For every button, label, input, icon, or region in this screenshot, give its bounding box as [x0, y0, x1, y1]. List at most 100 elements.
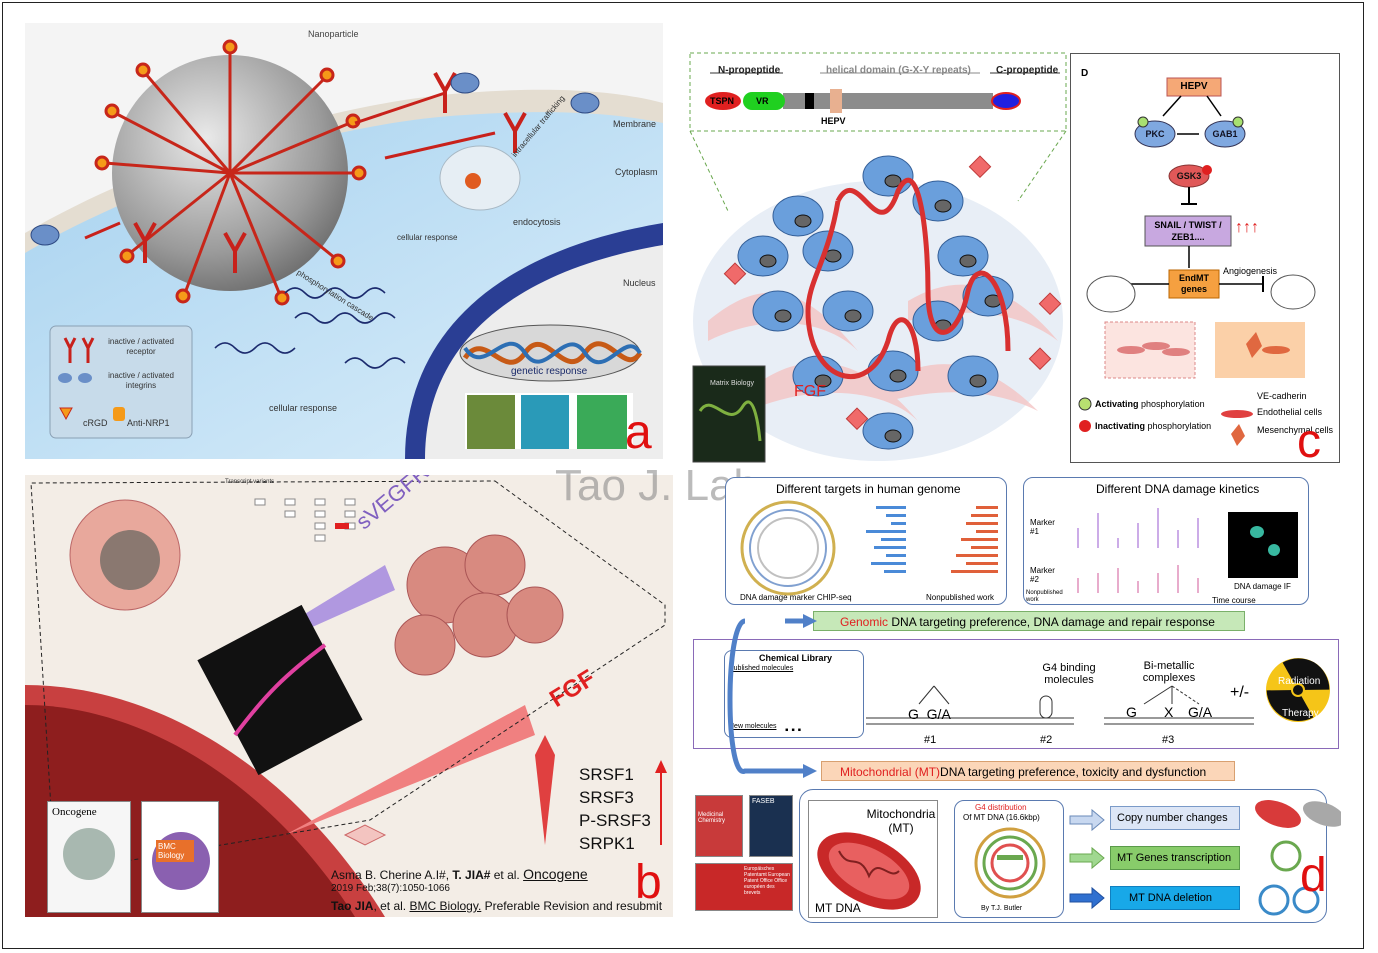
srsf1-label: SRSF1 [579, 765, 634, 784]
flow-arrows [727, 614, 817, 778]
bimetal-ga-label: G/A [1188, 704, 1213, 720]
bmc-cover-title: BMC Biology [156, 840, 194, 862]
endocytosis-label: endocytosis [513, 217, 561, 227]
chip-seq-label: DNA damage marker CHIP-seq [740, 593, 852, 602]
vr-label: VR [756, 96, 769, 106]
hepv-domain-label: HEPV [821, 116, 846, 126]
copy-number-box: Copy number changes [1110, 806, 1240, 830]
bimetal-x-label: X [1164, 704, 1174, 720]
cellular-response-top-label: cellular response [397, 233, 458, 242]
activating-bold: Activating [1095, 399, 1139, 409]
inactivating-bold: Inactivating [1095, 421, 1146, 431]
bimetallic-label: Bi-metallic complexes [1142, 660, 1196, 684]
tspn-label: TSPN [710, 96, 735, 106]
patent-office-text: Europäisches Patentamt European Patent O… [744, 866, 790, 896]
mito-rest: DNA targeting preference, toxicity and d… [940, 765, 1207, 779]
targets-title: Different targets in human genome [776, 482, 961, 496]
helical-domain-label: helical domain (G-X-Y repeats) [826, 65, 971, 76]
citation-1-journal: Oncogene [523, 866, 588, 882]
g4-distribution-box: G4 distribution Of MT DNA (16.6kbp) By T… [954, 800, 1064, 918]
endothelial-legend: Endothelial cells [1257, 407, 1323, 417]
citation-1: Asma B. Cherine A.I#, T. JIA# et al. Onc… [331, 866, 588, 882]
genomic-red: Genomic [840, 615, 889, 629]
radiation-label: Radiation [1278, 676, 1321, 687]
cellular-response-bottom-label: cellular response [269, 403, 338, 413]
g4-binding-label: G4 binding molecules [1042, 662, 1096, 686]
mitochondria-label: Mitochondria (MT) [866, 807, 936, 835]
panel-b: Transcript variants sVEGFR1 FGF SRSF1 SR… [25, 475, 673, 917]
new-molecules-label: New molecules [729, 723, 777, 730]
panel-b-letter: b [635, 856, 662, 909]
mito-bar: Mitochondrial (MT)DNA targeting preferen… [821, 761, 1235, 781]
chemistry-row: Chemical Library Published molecules New… [693, 639, 1339, 749]
mt-transcription-box: MT Genes transcription [1110, 846, 1240, 870]
published-molecules-label: Published molecules [729, 665, 794, 672]
butler-label: By T.J. Butler [981, 905, 1023, 912]
marker2-label: Marker #2 [1030, 566, 1055, 584]
legend-crgd-label: cRGD [83, 418, 108, 428]
n1-label: #1 [924, 734, 937, 746]
legend-anti-nrp1-label: Anti-NRP1 [127, 418, 170, 428]
panel-a-letter: a [625, 406, 652, 459]
therapy-label: Therapy [1282, 708, 1319, 719]
citation-1-ref: 2019 Feb;38(7):1050-1066 [331, 883, 450, 894]
g4-distribution-sub: Of MT DNA (16.6kbp) [963, 813, 1040, 822]
patent-office-logo: Europäisches Patentamt European Patent O… [695, 863, 793, 911]
bmc-biology-cover: BMC Biology [141, 801, 219, 913]
plus-minus-label: +/- [1230, 684, 1250, 701]
g4-circos [974, 827, 1046, 899]
mitochondria-graphic [817, 832, 921, 910]
mt-dna-label: MT DNA [815, 901, 861, 915]
time-course-label: Time course [1212, 596, 1256, 605]
g4-distribution-title: G4 distribution [975, 803, 1027, 812]
pkc-node: PKC [1145, 129, 1165, 139]
mt-arrows [1069, 808, 1105, 910]
hepv-node: HEPV [1180, 81, 1208, 92]
transcript-variants-label: Transcript variants [225, 479, 275, 485]
medchem-cover: Medicinal Chemistry [695, 795, 743, 857]
chemistry-graphics [866, 658, 1330, 725]
panel-a-illustration [25, 23, 663, 459]
mt-deletion-label: MT DNA deletion [1129, 892, 1212, 904]
mt-outcomes-graphic [1255, 800, 1341, 916]
chemical-library-title: Chemical Library [759, 653, 833, 663]
citation-2-etal: , et al. [373, 899, 410, 913]
kinetics-violins [1077, 508, 1199, 593]
nanoparticle-label: Nanoparticle [308, 29, 359, 39]
activating-rest: phosphorylation [1141, 399, 1205, 409]
legend-integrins-label: inactive / activated integrins [108, 371, 174, 390]
nonpub-work-label: Nonpublished work [1026, 590, 1063, 603]
mt-box: Mitochondria (MT) MT DNA G4 distribution… [799, 789, 1341, 923]
citation-1-bold: T. JIA# [452, 868, 491, 882]
kinetics-box: Different DNA damage kinetics Marker #1 … [1023, 477, 1309, 605]
upregulation-arrows: ↑↑↑ [1235, 219, 1259, 236]
faseb-cover-title: FASEB [752, 798, 775, 805]
matrix-biology-cover: Matrix Biology [710, 380, 754, 387]
membrane-label: Membrane [613, 119, 657, 129]
panel-a: Nanoparticle Membrane Cytoplasm Nucleus … [25, 23, 663, 459]
endmt-node: EndMT genes [1179, 273, 1209, 294]
c-propeptide-label: C-propeptide [996, 65, 1059, 76]
inactivating-legend: Inactivating phosphorylation [1095, 421, 1211, 431]
oncogene-cover: Oncogene [47, 801, 131, 913]
mito-text: Mitochondrial (MT)DNA targeting preferen… [840, 765, 1206, 779]
faseb-cover: FASEB [749, 795, 793, 857]
panel-c-illustration [689, 52, 1067, 463]
inactivating-rest: phosphorylation [1147, 421, 1212, 431]
kinetics-title: Different DNA damage kinetics [1096, 482, 1260, 496]
citation-2: Tao JIA, et al. BMC Biology. Preferable … [331, 899, 662, 913]
activating-legend: Activating phosphorylation [1095, 399, 1205, 409]
gab1-node: GAB1 [1212, 129, 1238, 139]
chemical-library-box: Chemical Library Published molecules New… [724, 650, 864, 738]
nucleus-label: Nucleus [623, 278, 656, 288]
targets-box: Different targets in human genome DNA da… [725, 477, 1007, 605]
mt-transcription-label: MT Genes transcription [1117, 852, 1232, 864]
p-srsf3-label: P-SRSF3 [579, 811, 651, 830]
n2-label: #2 [1040, 734, 1053, 746]
g-ga-label: G G/A [908, 706, 951, 722]
marker1-label: Marker #1 [1030, 518, 1055, 536]
watermark: Tao J. Lab [555, 461, 759, 510]
nonpublished-label: Nonpublished work [926, 593, 995, 602]
srpk1-label: SRPK1 [579, 834, 635, 853]
